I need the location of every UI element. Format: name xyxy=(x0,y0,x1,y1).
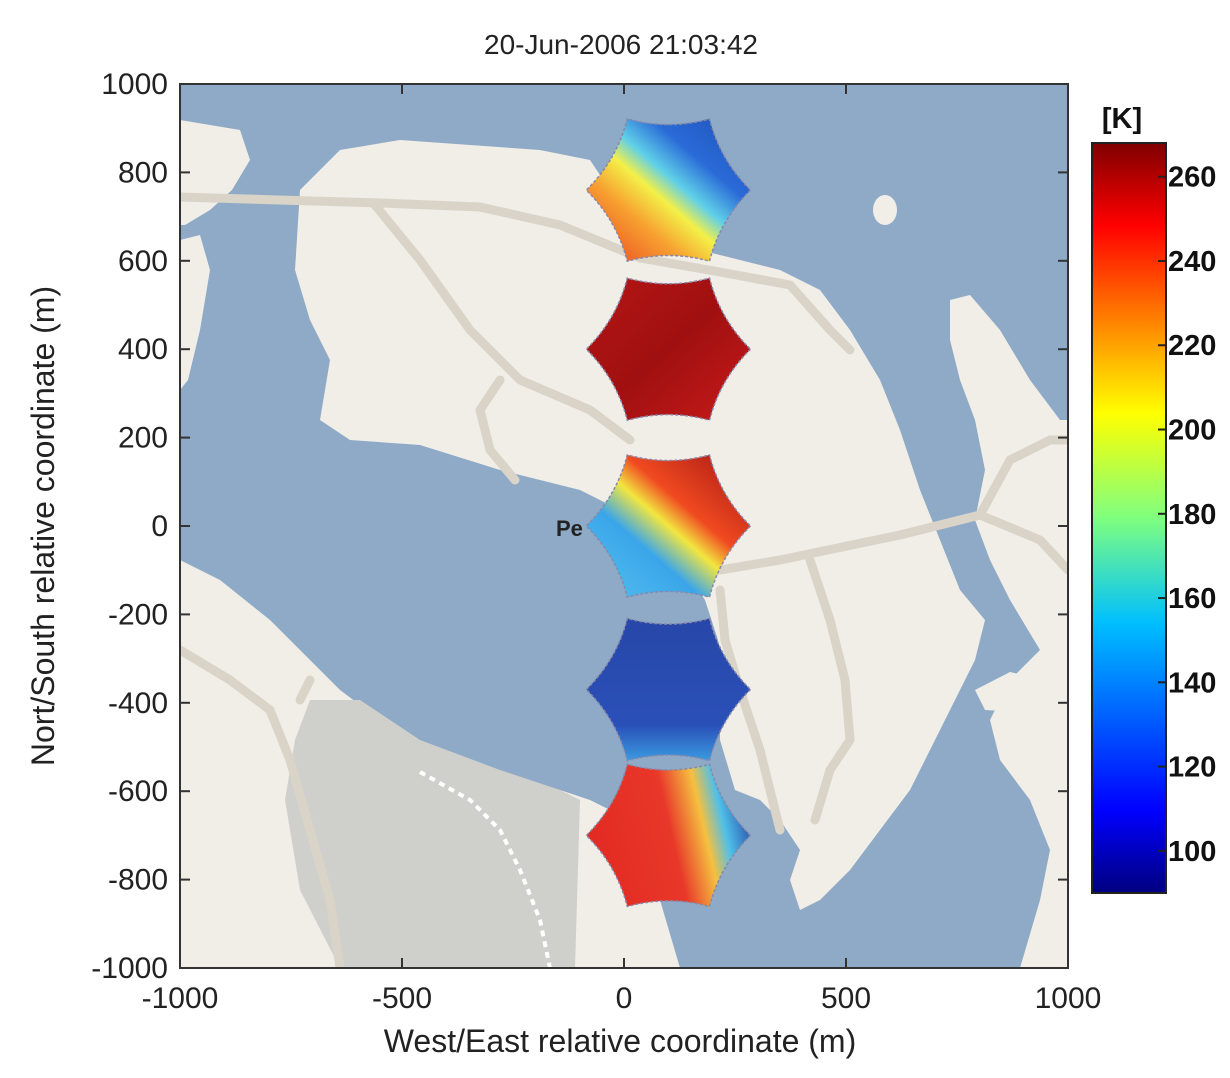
road-east-branch xyxy=(975,510,1068,575)
x-tick-label: 500 xyxy=(821,982,871,1015)
road-south xyxy=(715,585,785,835)
y-tick-label: 200 xyxy=(118,422,168,455)
land-east xyxy=(950,295,1068,968)
y-tick-label: -600 xyxy=(108,775,168,808)
road-diagonal xyxy=(370,200,635,445)
land-west-strip xyxy=(180,235,210,390)
temperature-region-4 xyxy=(585,617,752,762)
park-area xyxy=(285,700,580,968)
x-axis-ticks: -1000 -500 0 500 1000 xyxy=(142,84,1102,1015)
x-tick-label: -500 xyxy=(372,982,432,1015)
colorbar-label: [K] xyxy=(1102,103,1142,135)
y-tick-label: -200 xyxy=(108,598,168,631)
y-axis-ticks: 1000 800 600 400 200 0 -200 -400 -600 -800 -1000 xyxy=(91,68,1068,985)
y-tick-label: 0 xyxy=(151,510,168,543)
y-tick-label: 800 xyxy=(118,156,168,189)
colorbar-tick-label: 220 xyxy=(1168,330,1216,362)
x-tick-label: 1000 xyxy=(1035,982,1102,1015)
islet xyxy=(873,195,897,225)
road-stub xyxy=(295,675,315,705)
y-tick-label: 400 xyxy=(118,333,168,366)
colorbar-tick-label: 180 xyxy=(1168,499,1216,531)
y-axis-label: Nort/South relative coordinate (m) xyxy=(25,286,61,766)
colorbar-gradient xyxy=(1091,142,1167,894)
temperature-region-1 xyxy=(585,117,752,263)
colorbar: [K] 260 240 220 200 180 160 140 120 100 xyxy=(1091,103,1216,894)
y-tick-label: 1000 xyxy=(101,68,168,101)
y-tick-label: -400 xyxy=(108,687,168,720)
road-south-2 xyxy=(805,555,855,825)
colorbar-tick-label: 120 xyxy=(1168,752,1216,784)
x-axis-label: West/East relative coordinate (m) xyxy=(384,1023,856,1059)
y-tick-label: 600 xyxy=(118,245,168,278)
map-label: Pe xyxy=(556,516,583,541)
colorbar-tick-label: 100 xyxy=(1168,836,1216,868)
colorbar-tick-label: 160 xyxy=(1168,583,1216,615)
colorbar-tick-label: 260 xyxy=(1168,162,1216,194)
road-southwest xyxy=(180,645,345,968)
colorbar-tick-label: 240 xyxy=(1168,246,1216,278)
temperature-regions xyxy=(585,117,752,908)
colorbar-tick-label: 200 xyxy=(1168,415,1216,447)
colorbar-tick-label: 140 xyxy=(1168,667,1216,699)
road-loop xyxy=(475,375,520,485)
dashed-path xyxy=(419,770,552,968)
temperature-region-5 xyxy=(585,763,752,908)
y-tick-label: -1000 xyxy=(91,952,168,985)
temperature-region-3 xyxy=(585,453,752,599)
x-tick-label: -1000 xyxy=(142,982,219,1015)
chart-title: 20-Jun-2006 21:03:42 xyxy=(484,29,758,60)
y-tick-label: -800 xyxy=(108,864,168,897)
x-tick-label: 0 xyxy=(616,982,633,1015)
colorbar-ticks: 260 240 220 200 180 160 140 120 100 xyxy=(1158,162,1216,868)
temperature-region-2 xyxy=(585,277,752,422)
islet-east xyxy=(975,672,1050,712)
